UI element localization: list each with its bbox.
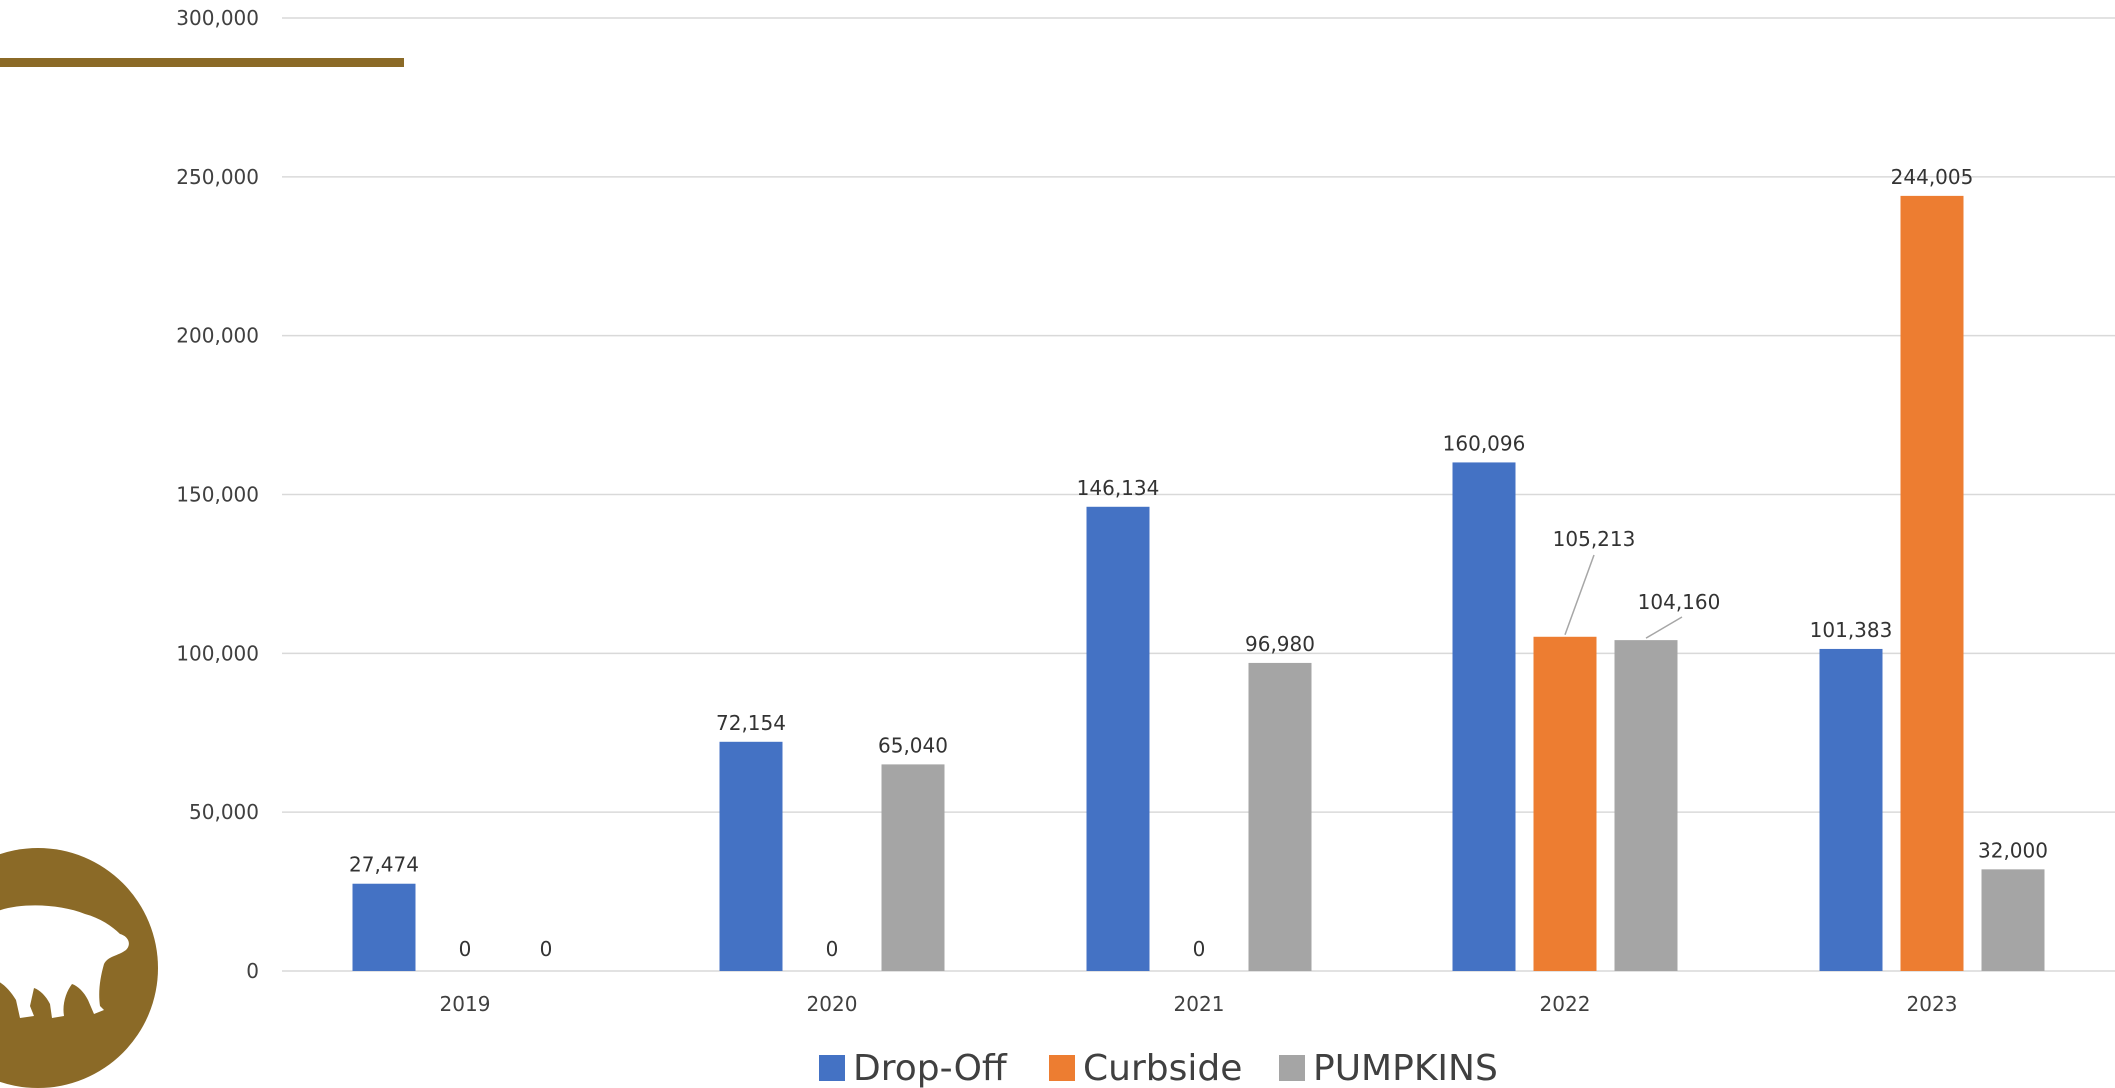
data-label: 0 [540,937,553,961]
bar [1533,636,1597,971]
data-label: 146,134 [1077,476,1160,500]
bar [1900,195,1964,972]
x-tick-label: 2020 [807,992,858,1016]
y-tick-label: 150,000 [176,483,259,507]
data-label: 65,040 [878,733,948,757]
y-tick-label: 200,000 [176,324,259,348]
data-label: 72,154 [716,711,786,735]
y-tick-label: 0 [246,959,259,983]
data-label: 0 [826,937,839,961]
bar [1819,648,1883,971]
legend-label: Curbside [1083,1048,1242,1088]
bear-icon [0,905,129,1018]
legend-swatch [1049,1055,1075,1081]
data-label: 160,096 [1443,431,1526,455]
data-label: 27,474 [349,853,419,877]
bars [352,195,2045,972]
bar [1981,869,2045,971]
logo-badge [0,848,158,1088]
legend-swatch [1279,1055,1305,1081]
accent-bar [0,58,404,67]
data-label: 104,160 [1638,590,1721,614]
data-label: 0 [459,937,472,961]
x-tick-label: 2023 [1907,992,1958,1016]
x-tick-label: 2022 [1540,992,1591,1016]
y-tick-label: 250,000 [176,165,259,189]
bar [719,741,783,971]
x-axis-ticks: 2019 2020 2021 2022 2023 [440,992,1958,1016]
bar [352,883,416,971]
legend-label: PUMPKINS [1313,1048,1498,1088]
leader-line [1564,554,1595,636]
data-label: 101,383 [1810,618,1893,642]
x-tick-label: 2019 [440,992,491,1016]
data-label: 244,005 [1891,165,1974,189]
data-label: 0 [1193,937,1206,961]
bar [1452,462,1516,971]
y-axis-ticks: 0 50,000 100,000 150,000 200,000 250,000 300,0… [176,6,259,983]
data-label: 105,213 [1553,527,1636,551]
legend-swatch [819,1055,845,1081]
bar [1614,640,1678,971]
bar [1086,506,1150,971]
legend-label: Drop-Off [853,1048,1008,1088]
gridlines [282,17,2115,972]
leader-line [1645,616,1683,639]
data-label: 32,000 [1978,838,2048,862]
x-tick-label: 2021 [1174,992,1225,1016]
y-tick-label: 300,000 [176,6,259,30]
data-label: 96,980 [1245,632,1315,656]
bar [1248,662,1312,971]
bar [881,764,945,971]
data-labels: 27,474 72,154 146,134 160,096 101,383 0 0 0 105,… [349,165,2048,961]
legend: Drop-Off Curbside PUMPKINS [819,1048,1498,1088]
y-tick-label: 50,000 [189,800,259,824]
y-tick-label: 100,000 [176,641,259,665]
